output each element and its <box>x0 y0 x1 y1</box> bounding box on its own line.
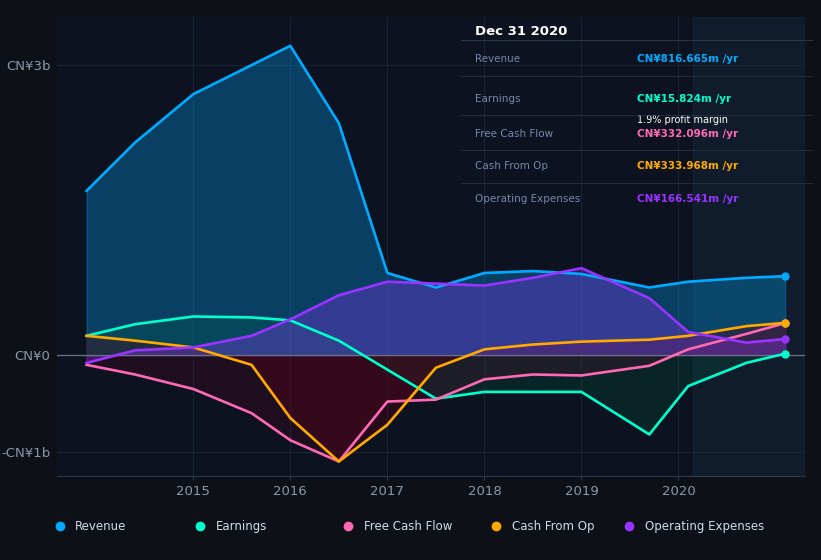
Text: Operating Expenses: Operating Expenses <box>644 520 764 533</box>
Text: Operating Expenses: Operating Expenses <box>475 194 580 204</box>
Text: Free Cash Flow: Free Cash Flow <box>475 128 553 138</box>
Text: 1.9% profit margin: 1.9% profit margin <box>637 115 728 125</box>
Text: Cash From Op: Cash From Op <box>475 161 548 171</box>
Text: Free Cash Flow: Free Cash Flow <box>364 520 452 533</box>
Text: CN¥333.968m /yr: CN¥333.968m /yr <box>637 161 738 171</box>
Text: Revenue: Revenue <box>475 54 521 64</box>
Text: Revenue: Revenue <box>76 520 126 533</box>
Text: CN¥166.541m /yr: CN¥166.541m /yr <box>637 194 738 204</box>
Text: Cash From Op: Cash From Op <box>512 520 594 533</box>
Text: Earnings: Earnings <box>475 94 521 104</box>
Text: CN¥816.665m /yr: CN¥816.665m /yr <box>637 54 738 64</box>
Bar <box>693 17 805 476</box>
Text: Earnings: Earnings <box>216 520 267 533</box>
Text: CN¥332.096m /yr: CN¥332.096m /yr <box>637 128 738 138</box>
Text: CN¥15.824m /yr: CN¥15.824m /yr <box>637 94 732 104</box>
Text: Dec 31 2020: Dec 31 2020 <box>475 25 568 39</box>
